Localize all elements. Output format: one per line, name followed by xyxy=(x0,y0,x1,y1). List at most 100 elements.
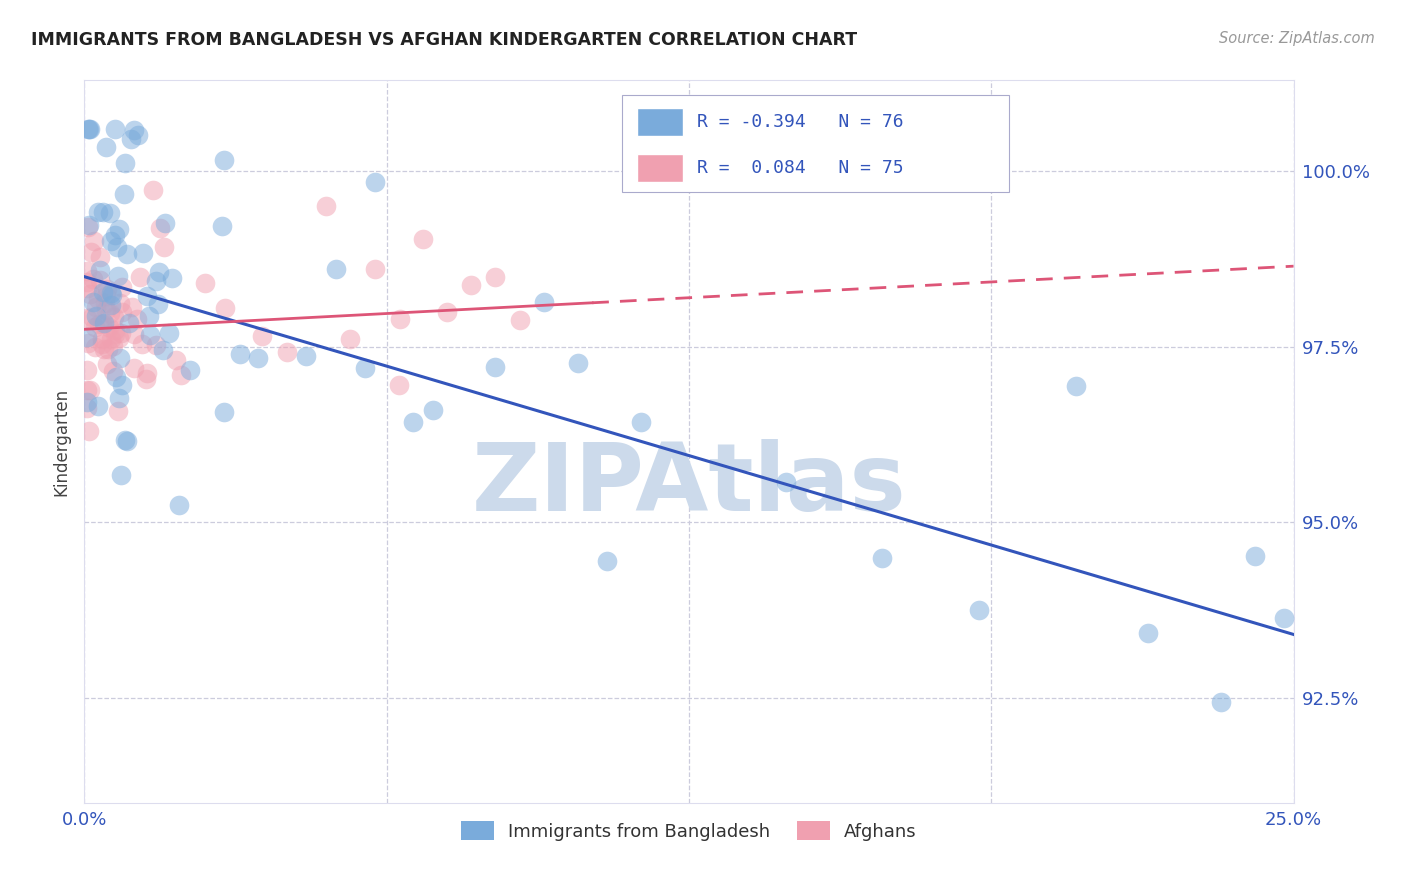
Point xyxy=(100,333,122,347)
Point xyxy=(98,206,121,220)
Point xyxy=(104,323,127,337)
FancyBboxPatch shape xyxy=(637,154,683,182)
Text: R =  0.084   N = 75: R = 0.084 N = 75 xyxy=(697,159,904,177)
Point xyxy=(139,328,162,343)
Point xyxy=(76,362,98,376)
Point xyxy=(108,351,131,365)
Point xyxy=(145,274,167,288)
Point xyxy=(228,347,250,361)
Point xyxy=(77,219,100,234)
Point xyxy=(132,245,155,260)
Point xyxy=(460,278,482,293)
Point xyxy=(142,183,165,197)
Point xyxy=(775,475,797,489)
Point xyxy=(98,306,121,320)
Point xyxy=(86,204,108,219)
Point xyxy=(93,316,115,330)
Point xyxy=(129,269,152,284)
Point xyxy=(214,301,236,315)
Point xyxy=(122,326,145,341)
Text: IMMIGRANTS FROM BANGLADESH VS AFGHAN KINDERGARTEN CORRELATION CHART: IMMIGRANTS FROM BANGLADESH VS AFGHAN KIN… xyxy=(31,31,858,49)
Point xyxy=(145,337,167,351)
Point xyxy=(967,602,990,616)
Point xyxy=(79,424,101,438)
Point xyxy=(1272,611,1295,625)
Point xyxy=(96,282,118,296)
Point xyxy=(100,298,122,312)
Point xyxy=(101,364,124,378)
Point xyxy=(108,296,131,310)
Point xyxy=(422,403,444,417)
Point xyxy=(76,330,98,344)
Point xyxy=(149,221,172,235)
Text: R = -0.394   N = 76: R = -0.394 N = 76 xyxy=(697,113,904,131)
Point xyxy=(354,360,377,375)
Point xyxy=(122,360,145,375)
Point xyxy=(148,265,170,279)
Point xyxy=(76,281,98,295)
Point xyxy=(167,498,190,512)
Point xyxy=(83,340,105,354)
Point xyxy=(82,271,104,285)
Point xyxy=(114,156,136,170)
Point xyxy=(76,264,98,278)
Point xyxy=(160,270,183,285)
Point xyxy=(484,270,506,285)
Point xyxy=(630,415,652,429)
Point xyxy=(315,199,337,213)
Point xyxy=(1064,379,1087,393)
Point xyxy=(77,335,100,350)
Point xyxy=(138,309,160,323)
Point xyxy=(101,339,124,353)
Point xyxy=(89,262,111,277)
Point xyxy=(127,128,149,142)
Point xyxy=(105,370,128,384)
Point xyxy=(76,275,98,289)
Point xyxy=(89,317,111,331)
Point xyxy=(79,287,101,301)
Point xyxy=(212,404,235,418)
Point xyxy=(509,313,531,327)
Point xyxy=(84,320,107,334)
Point xyxy=(1209,695,1232,709)
Point xyxy=(484,359,506,374)
Point xyxy=(94,296,117,310)
Point xyxy=(389,312,412,326)
Point xyxy=(97,342,120,356)
Point xyxy=(77,218,100,232)
Point xyxy=(1137,625,1160,640)
Point xyxy=(111,280,134,294)
Point xyxy=(76,401,98,416)
Point xyxy=(165,352,187,367)
Point xyxy=(363,175,385,189)
Point xyxy=(100,234,122,248)
Point xyxy=(107,403,129,417)
Point xyxy=(153,216,176,230)
Point xyxy=(103,310,125,325)
Point xyxy=(94,302,117,317)
Point xyxy=(80,244,103,259)
Point xyxy=(96,357,118,371)
Point xyxy=(90,332,112,346)
Point xyxy=(104,227,127,242)
Point xyxy=(363,262,385,277)
Point xyxy=(96,139,118,153)
Point xyxy=(111,378,134,392)
Point xyxy=(108,391,131,405)
Point xyxy=(96,289,118,303)
Point xyxy=(108,331,131,345)
Point xyxy=(100,285,122,300)
Point xyxy=(90,318,112,332)
Point xyxy=(89,273,111,287)
Point xyxy=(1243,549,1265,563)
Point xyxy=(596,554,619,568)
Point xyxy=(101,288,124,302)
Point xyxy=(388,378,411,392)
Point xyxy=(339,332,361,346)
Point xyxy=(157,326,180,341)
Point xyxy=(83,235,105,249)
Point xyxy=(98,319,121,334)
Text: ZIPAtlas: ZIPAtlas xyxy=(471,439,907,531)
Text: Source: ZipAtlas.com: Source: ZipAtlas.com xyxy=(1219,31,1375,46)
Point xyxy=(412,232,434,246)
